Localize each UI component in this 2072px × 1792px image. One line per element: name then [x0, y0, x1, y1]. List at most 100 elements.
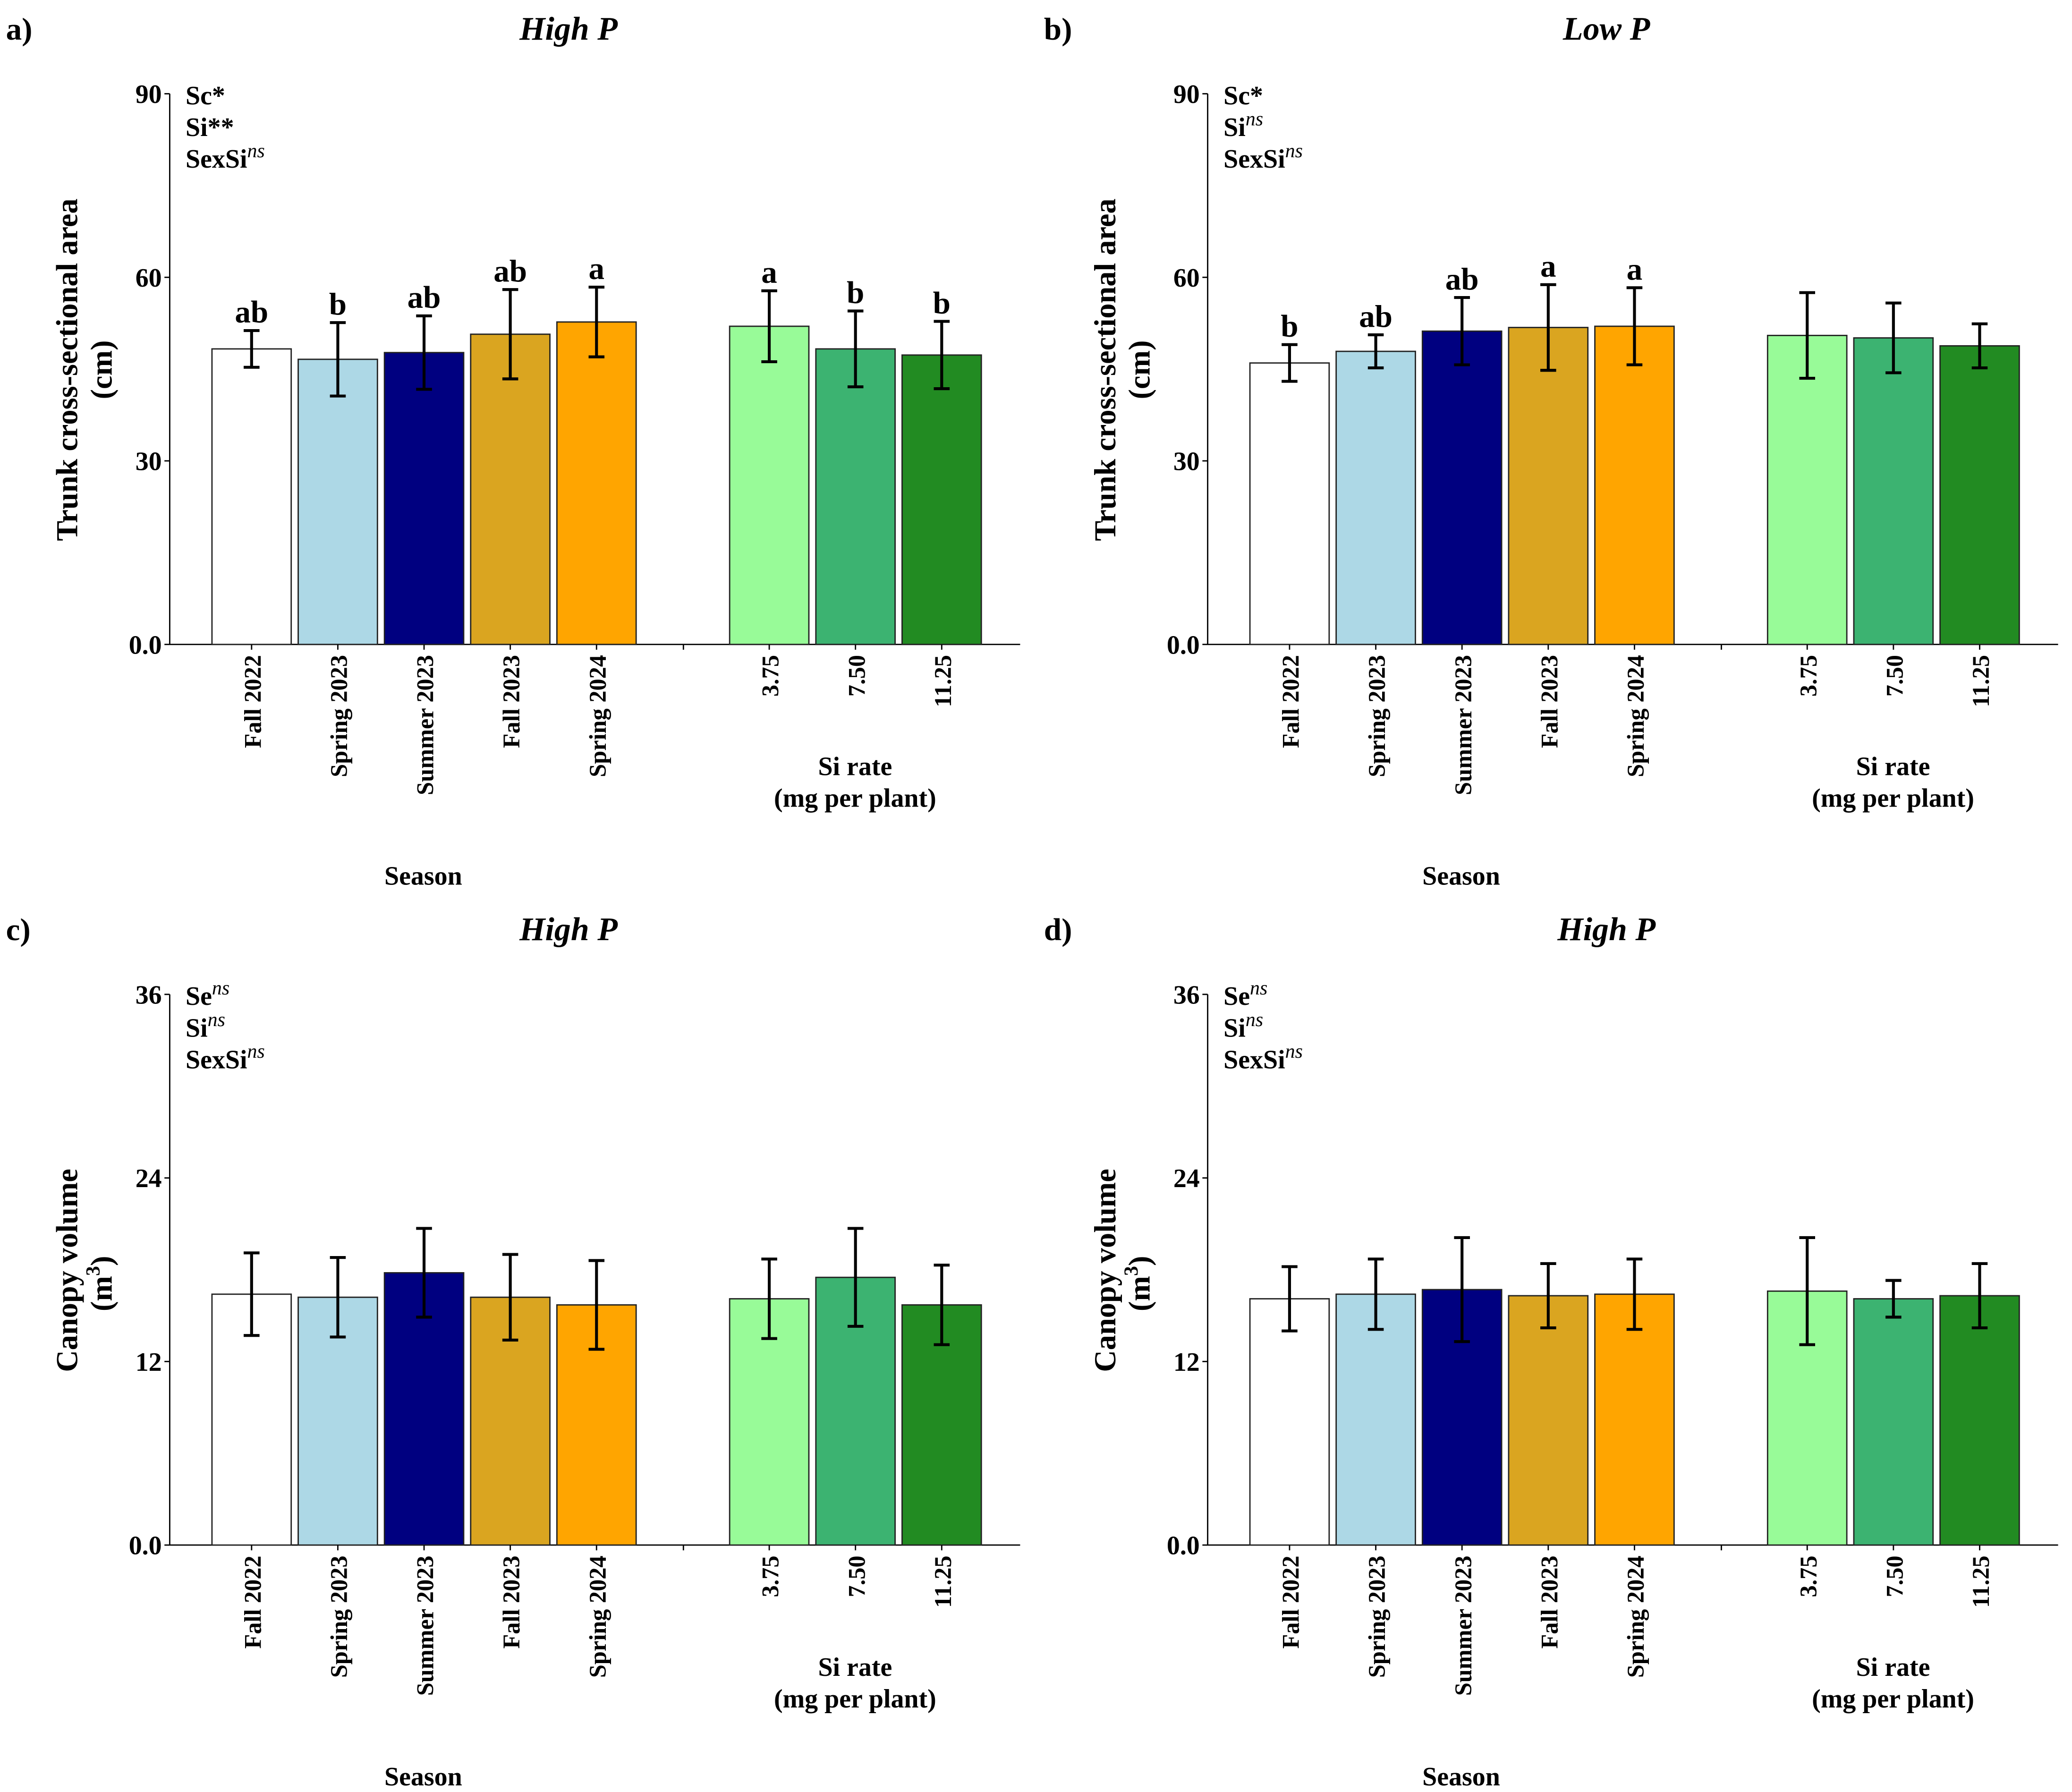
significance-letter: a	[761, 255, 777, 290]
stat-annotation: Sins	[186, 1009, 225, 1043]
x-tick-label: Summer 2023	[1450, 655, 1477, 795]
y-axis-label-sup: 3	[83, 1266, 104, 1276]
significance-letter: ab	[1445, 261, 1479, 297]
y-tick-label: 12	[1173, 1348, 1200, 1377]
x-tick-label: 3.75	[1795, 655, 1822, 696]
significance-letter: b	[847, 275, 864, 310]
x-tick-label: 11.25	[930, 655, 956, 707]
x-tick-label: Spring 2024	[1622, 1555, 1649, 1678]
bar-11.25	[1939, 345, 2020, 645]
y-axis-label-close: )	[85, 1256, 118, 1266]
stat-sup: ns	[1285, 1041, 1303, 1062]
bar-spring-2023	[297, 358, 378, 645]
x-tick-label: Spring 2023	[326, 655, 352, 777]
bar-7.50	[1853, 337, 1934, 645]
x-tick-label: 3.75	[1795, 1555, 1822, 1597]
y-tick-label: 24	[136, 1164, 162, 1193]
si-rate-label: Si rate	[818, 1653, 892, 1682]
bar-summer-2023	[1421, 330, 1503, 645]
x-tick-label: Fall 2022	[239, 655, 266, 748]
y-axis-label-line1: Trunk cross-sectional area	[1088, 198, 1122, 541]
si-rate-label: Si rate	[818, 752, 892, 781]
x-tick-label: Summer 2023	[1450, 1555, 1477, 1696]
stat-annotation: SexSins	[1223, 140, 1303, 174]
stat-term: Se	[1223, 982, 1250, 1011]
stat-term: SexSi	[1223, 1045, 1285, 1074]
x-tick-label: Fall 2023	[498, 1555, 525, 1648]
stat-term: Sc*	[1223, 81, 1263, 110]
x-tick-label: Spring 2024	[1622, 655, 1649, 777]
y-axis-label-sup: 3	[1121, 1266, 1142, 1276]
significance-letter: a	[589, 251, 605, 286]
bar-11.25	[901, 354, 982, 645]
stat-sup: ns	[212, 977, 229, 999]
y-tick-label: 30	[1173, 447, 1200, 476]
x-tick-label: 3.75	[757, 655, 784, 696]
x-tick-label: Spring 2023	[1364, 1555, 1390, 1678]
x-tick-label: Fall 2023	[498, 655, 525, 748]
stat-annotation: Sc*	[1223, 81, 1263, 110]
y-tick-label: 60	[136, 263, 162, 293]
stat-annotation: Sc*	[186, 81, 225, 110]
si-rate-unit-label: (mg per plant)	[1812, 1684, 1974, 1714]
x-tick-label: Fall 2023	[1536, 655, 1562, 748]
significance-letter: b	[1281, 308, 1298, 344]
stat-sup: ns	[1246, 109, 1263, 130]
bar-11.25	[1939, 1295, 2020, 1546]
bar-spring-2024	[1594, 1293, 1675, 1546]
y-axis-label: Canopy volume(m3)	[51, 1169, 119, 1372]
y-tick-label: 24	[1173, 1164, 1200, 1193]
bar-spring-2023	[297, 1296, 378, 1546]
bar-fall-2022	[1249, 362, 1330, 645]
bar-7.50	[815, 348, 896, 645]
y-tick-label: 90	[136, 80, 162, 109]
panel-title: High P	[1557, 911, 1656, 948]
x-tick-label: Fall 2023	[1536, 1555, 1562, 1648]
panel-label: a)	[6, 11, 33, 47]
stat-term: Si	[1223, 113, 1246, 142]
y-tick-label: 12	[136, 1348, 162, 1377]
y-tick-label: 0.0	[1167, 630, 1200, 660]
x-tick-label: 7.50	[1881, 1555, 1908, 1597]
x-tick-label: Spring 2023	[1364, 655, 1390, 777]
stat-term: Sc*	[186, 81, 225, 110]
stat-sup: ns	[247, 140, 265, 162]
si-rate-unit-label: (mg per plant)	[1812, 784, 1974, 813]
panel-title: High P	[519, 911, 618, 948]
y-tick-label: 30	[136, 447, 162, 476]
y-axis-label: Canopy volume(m3)	[1088, 1169, 1156, 1372]
x-tick-label: 11.25	[930, 1555, 956, 1607]
significance-letter: ab	[235, 294, 268, 330]
stat-term: SexSi	[186, 1045, 247, 1074]
panel-a: a) High P 0.0 30 60 90 Trunk cross-sectional a…	[6, 11, 1020, 891]
bar-spring-2024	[1594, 325, 1675, 645]
y-axis-label-line1: Canopy volume	[1088, 1169, 1122, 1372]
x-tick-label: Summer 2023	[412, 1555, 439, 1696]
y-tick-label: 36	[136, 980, 162, 1010]
y-tick-label: 0.0	[129, 1531, 162, 1561]
y-axis-label-unit: (m	[1123, 1276, 1156, 1311]
significance-letter: b	[329, 286, 347, 322]
significance-letter: a	[1627, 252, 1643, 287]
y-axis-label-line2: (cm)	[1123, 340, 1156, 399]
x-tick-label: Fall 2022	[1278, 1555, 1304, 1648]
bar-spring-2024	[556, 321, 637, 645]
stat-annotation: SexSins	[186, 140, 265, 174]
significance-letter: a	[1540, 248, 1556, 284]
y-tick-label: 90	[1173, 80, 1200, 109]
panel-label: c)	[6, 912, 31, 947]
x-tick-label: Spring 2024	[585, 655, 611, 777]
x-tick-label: 7.50	[843, 655, 870, 696]
significance-letter: ab	[408, 280, 441, 315]
panel-label: d)	[1044, 912, 1072, 947]
panel-label: b)	[1044, 11, 1072, 47]
stat-annotation: Sens	[1223, 977, 1267, 1011]
y-axis-label-close: )	[1123, 1256, 1156, 1266]
x-tick-label: 11.25	[1968, 1555, 1994, 1607]
bar-3.75	[1766, 334, 1848, 645]
stat-annotation: Si**	[186, 113, 234, 142]
significance-letter: ab	[1359, 298, 1393, 334]
x-tick-label: Spring 2023	[326, 1555, 352, 1678]
x-tick-label: Fall 2022	[1278, 655, 1304, 748]
